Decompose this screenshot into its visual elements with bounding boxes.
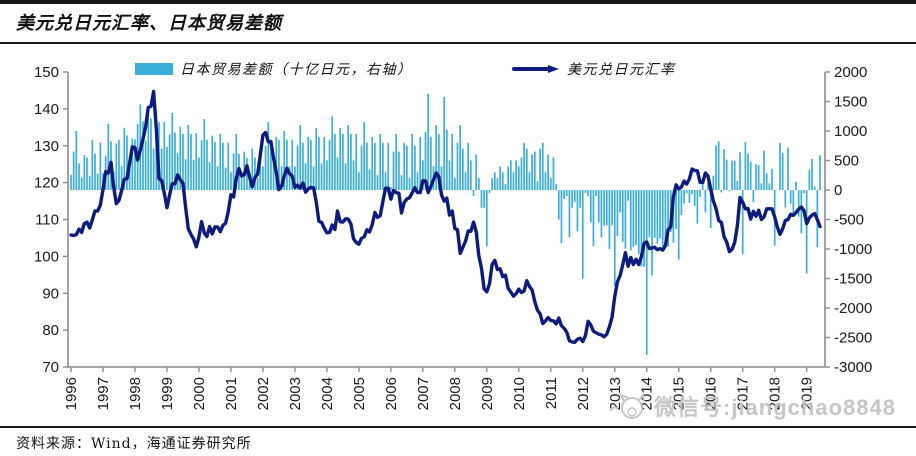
x-axis-tick-label: 1998 (127, 377, 144, 410)
x-axis-tick-label: 2004 (319, 377, 336, 410)
right-axis-tick-label: -2500 (834, 330, 872, 347)
title-divider (0, 42, 916, 44)
left-axis-tick-label: 70 (42, 359, 59, 376)
usdjpy-line (69, 89, 822, 344)
left-axis-tick-label: 140 (34, 101, 59, 118)
x-axis-tick-label: 2007 (415, 377, 432, 410)
left-axis-tick-label: 90 (42, 285, 59, 302)
x-axis-tick-label: 2016 (703, 377, 720, 410)
source-divider (0, 426, 916, 428)
left-axis-tick-label: 150 (34, 64, 59, 81)
x-axis-tick-label: 2010 (511, 377, 528, 410)
x-axis-tick-label: 2005 (351, 377, 368, 410)
x-axis-tick-label: 2012 (575, 377, 592, 410)
x-axis-tick-label: 2013 (607, 377, 624, 410)
wechat-doodle-icon (609, 392, 645, 419)
trade-balance-swatch-icon (135, 63, 173, 75)
x-axis-tick-label: 2017 (735, 377, 752, 410)
chart-canvas: 150 140 130 120 110 100 90 80 70 2000 1500 1000 500 0… (34, 64, 872, 410)
right-axis-tick-label: 0 (834, 182, 842, 199)
right-axis-tick-label: -2000 (834, 300, 872, 317)
x-axis-tick-label: 2014 (639, 377, 656, 410)
left-axis-tick-label: 80 (42, 322, 59, 339)
x-axis-tick-label: 2002 (255, 377, 272, 410)
right-axis-tick-label: -3000 (834, 359, 872, 376)
trade-balance-bars (70, 93, 821, 355)
left-axis-tick-label: 120 (34, 175, 59, 192)
left-axis-tick-label: 110 (35, 212, 59, 229)
x-axis-tick-label: 2008 (447, 377, 464, 410)
x-axis-tick-label: 2015 (671, 377, 688, 410)
legend-label-usdjpy: 美元兑日元汇率 (567, 62, 676, 78)
right-axis-tick-label: 2000 (834, 64, 867, 81)
x-axis-tick-label: 1997 (95, 377, 112, 410)
usdjpy-line-icon (512, 65, 559, 73)
page-title: 美元兑日元汇率、日本贸易差额 (16, 13, 282, 34)
right-axis-tick-label: 1000 (834, 123, 867, 140)
right-axis-tick-label: -1500 (834, 271, 872, 288)
right-axis-tick-label: -500 (834, 212, 864, 229)
right-axis-tick-label: 1500 (834, 94, 867, 111)
left-axis-tick-label: 100 (34, 248, 59, 265)
watermark-text: 微信号:jiangchao8848 (654, 395, 896, 420)
right-axis-tick-label: -1000 (834, 241, 872, 258)
x-axis-tick-label: 2006 (383, 377, 400, 410)
x-axis-tick-label: 2019 (799, 377, 816, 410)
legend-item-trade-balance: 日本贸易差额（十亿日元，右轴） (135, 61, 413, 78)
right-axis-tick-label: 500 (834, 153, 859, 170)
legend-item-usdjpy: 美元兑日元汇率 (512, 61, 676, 78)
x-axis-tick-label: 1996 (63, 377, 80, 410)
x-axis-tick-label: 2000 (191, 377, 208, 410)
x-axis-tick-label: 1999 (159, 377, 176, 410)
left-axis-tick-label: 130 (34, 138, 59, 155)
legend-label-trade-balance: 日本贸易差额（十亿日元，右轴） (180, 62, 413, 78)
x-axis-tick-label: 2009 (479, 377, 496, 410)
x-axis-tick-label: 2018 (767, 377, 784, 410)
x-axis-tick-label: 2011 (543, 377, 560, 409)
axes: 150 140 130 120 110 100 90 80 70 2000 1500 1000 500 0… (34, 64, 872, 410)
source-note: 资料来源：Wind，海通证券研究所 (16, 436, 252, 452)
top-divider (0, 0, 916, 4)
x-axis-tick-label: 2001 (223, 377, 240, 410)
watermark: 微信号:jiangchao8848 (608, 390, 896, 422)
x-axis-tick-label: 2003 (287, 377, 304, 410)
